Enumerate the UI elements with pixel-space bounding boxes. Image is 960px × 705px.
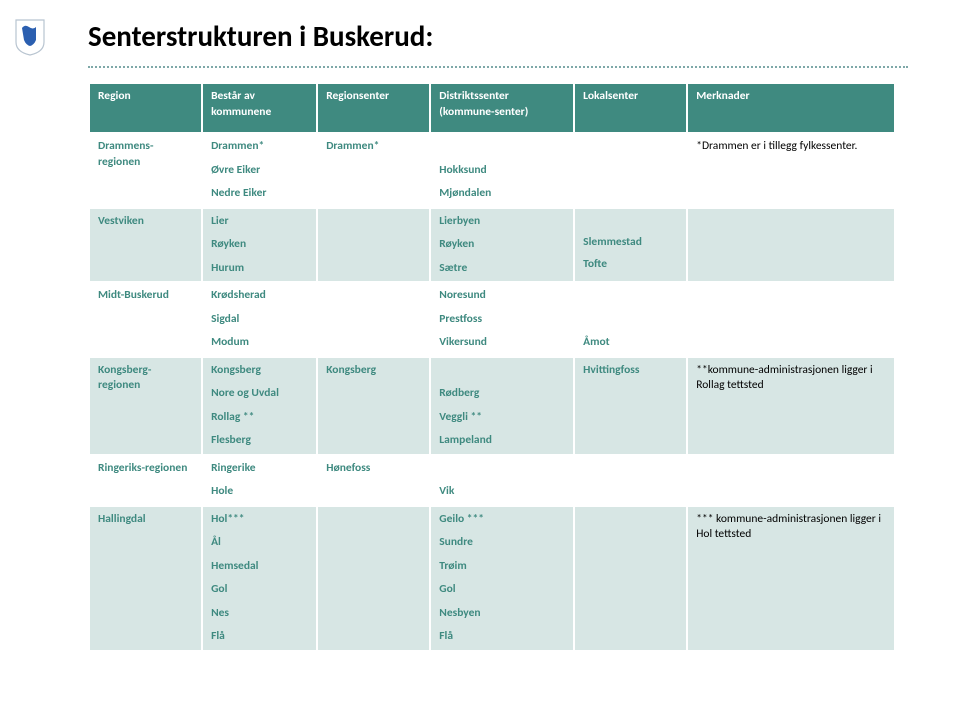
- col-kommune: Består av kommunene: [203, 84, 316, 132]
- cell-lokalsenter: [575, 456, 686, 505]
- cell-regionsenter: [318, 283, 429, 356]
- dotted-rule: [88, 66, 908, 68]
- cell-lokalsenter: Slemmestad Tofte: [575, 209, 686, 282]
- cell-merknader: *** kommune-administrasjonen ligger i Ho…: [688, 507, 894, 650]
- page-content: Senterstrukturen i Buskerud: Region Best…: [88, 18, 900, 652]
- row-midt: Midt-Buskerud Krødsherad Sigdal Modum No…: [90, 283, 894, 356]
- cell-region: Kongsberg-regionen: [90, 358, 201, 454]
- cell-regionsenter: Kongsberg: [318, 358, 429, 454]
- cell-lokalsenter: Åmot: [575, 283, 686, 356]
- cell-lokalsenter: [575, 134, 686, 207]
- table-header-row: Region Består av kommunene Regionsenter …: [90, 84, 894, 132]
- cell-lokalsenter: Hvittingfoss: [575, 358, 686, 454]
- cell-lokalsenter: [575, 507, 686, 650]
- cell-kommune: Hol*** Ål Hemsedal Gol Nes Flå: [203, 507, 316, 650]
- cell-region: Hallingdal: [90, 507, 201, 650]
- col-distriktssenter: Distriktssenter (kommune-senter): [431, 84, 573, 132]
- col-merknader: Merknader: [688, 84, 894, 132]
- col-lokalsenter: Lokalsenter: [575, 84, 686, 132]
- row-drammen: Drammens-regionen Drammen* Øvre Eiker Ne…: [90, 134, 894, 207]
- row-kongsberg: Kongsberg-regionen Kongsberg Nore og Uvd…: [90, 358, 894, 454]
- cell-regionsenter: Hønefoss: [318, 456, 429, 505]
- cell-distriktssenter: Geilo *** Sundre Trøim Gol Nesbyen Flå: [431, 507, 573, 650]
- cell-kommune: Lier Røyken Hurum: [203, 209, 316, 282]
- col-region: Region: [90, 84, 201, 132]
- cell-merknader: [688, 283, 894, 356]
- cell-merknader: [688, 456, 894, 505]
- col-regionsenter: Regionsenter: [318, 84, 429, 132]
- cell-distriktssenter: Noresund Prestfoss Vikersund: [431, 283, 573, 356]
- cell-region: Ringeriks-regionen: [90, 456, 201, 505]
- cell-regionsenter: Drammen*: [318, 134, 429, 207]
- cell-region: Midt-Buskerud: [90, 283, 201, 356]
- cell-kommune: Drammen* Øvre Eiker Nedre Eiker: [203, 134, 316, 207]
- page-title: Senterstrukturen i Buskerud:: [88, 18, 900, 54]
- cell-distriktssenter: Hokksund Mjøndalen: [431, 134, 573, 207]
- cell-kommune: Ringerike Hole: [203, 456, 316, 505]
- senter-table: Region Består av kommunene Regionsenter …: [88, 82, 896, 652]
- cell-distriktssenter: Rødberg Veggli ** Lampeland: [431, 358, 573, 454]
- cell-distriktssenter: Vik: [431, 456, 573, 505]
- cell-regionsenter: [318, 507, 429, 650]
- cell-merknader: [688, 209, 894, 282]
- cell-region: Vestviken: [90, 209, 201, 282]
- shield-logo: [14, 18, 46, 56]
- cell-merknader: **kommune-administrasjonen ligger i Roll…: [688, 358, 894, 454]
- cell-kommune: Kongsberg Nore og Uvdal Rollag ** Flesbe…: [203, 358, 316, 454]
- row-ringerike: Ringeriks-regionen Ringerike Hole Hønefo…: [90, 456, 894, 505]
- cell-distriktssenter: Lierbyen Røyken Sætre: [431, 209, 573, 282]
- cell-region: Drammens-regionen: [90, 134, 201, 207]
- row-hallingdal: Hallingdal Hol*** Ål Hemsedal Gol Nes Fl…: [90, 507, 894, 650]
- cell-regionsenter: [318, 209, 429, 282]
- row-vestviken: Vestviken Lier Røyken Hurum Lierbyen Røy…: [90, 209, 894, 282]
- cell-merknader: *Drammen er i tillegg fylkessenter.: [688, 134, 894, 207]
- cell-kommune: Krødsherad Sigdal Modum: [203, 283, 316, 356]
